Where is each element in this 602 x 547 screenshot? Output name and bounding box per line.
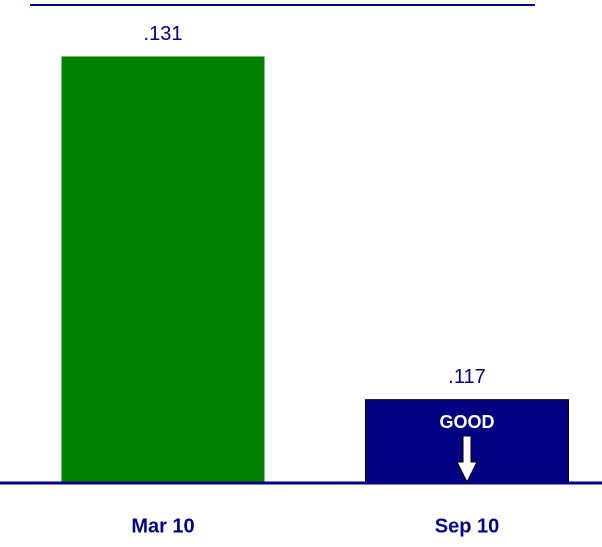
x-tick-label: Mar 10: [131, 515, 194, 537]
annotation: GOOD: [439, 412, 494, 432]
x-tick-label: Sep 10: [435, 515, 499, 537]
value-label: .117: [448, 366, 485, 388]
bar: [61, 56, 265, 483]
arrow: [456, 435, 478, 484]
value-label: .131: [144, 23, 183, 45]
